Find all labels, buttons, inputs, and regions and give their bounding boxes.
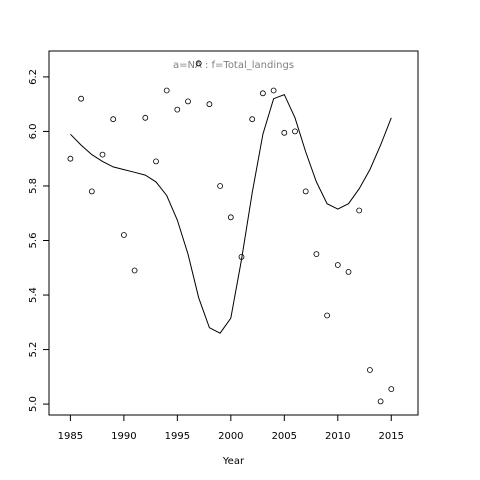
data-point (227, 214, 234, 221)
data-point (356, 207, 363, 214)
data-point (174, 106, 181, 113)
data-point (388, 386, 395, 393)
data-point (99, 151, 106, 158)
data-points (67, 60, 395, 405)
y-tick-label: 5.4 (28, 287, 39, 303)
data-point (313, 251, 320, 258)
data-point (334, 262, 341, 268)
x-tick-label: 2000 (218, 431, 243, 442)
data-point (185, 98, 191, 105)
data-point (281, 129, 288, 136)
data-point (206, 101, 213, 108)
data-point (345, 268, 352, 275)
y-tick-label: 5.6 (28, 233, 39, 249)
data-point (121, 232, 127, 238)
x-tick-label: 2005 (272, 431, 297, 442)
x-tick-label: 1990 (111, 431, 136, 442)
data-point (324, 312, 331, 319)
data-point (67, 155, 74, 162)
plot-frame (48, 50, 419, 416)
fitted-line (70, 93, 392, 334)
y-tick-label: 5.8 (28, 178, 39, 194)
data-point (366, 367, 373, 373)
data-point (78, 95, 84, 102)
data-point (131, 267, 138, 274)
data-point (88, 188, 95, 195)
x-tick-label: 1985 (58, 431, 83, 442)
data-point (302, 188, 309, 195)
data-point (195, 60, 202, 67)
y-axis: 5.0 5.2 5.4 5.6 5.8 6.0 6.2 (28, 69, 49, 412)
y-tick-label: 6.0 (28, 123, 39, 139)
data-point (292, 128, 298, 135)
x-axis: 1985 1990 1995 2000 2005 2010 2015 (58, 415, 404, 442)
x-axis-title: Year (222, 456, 245, 467)
x-tick-label: 2015 (379, 431, 404, 442)
y-tick-label: 6.2 (28, 69, 39, 85)
data-point (238, 253, 245, 260)
data-point (153, 158, 159, 165)
data-point (249, 116, 256, 123)
data-point (163, 87, 170, 94)
data-point (142, 114, 149, 121)
data-point (259, 90, 266, 97)
data-point (217, 183, 224, 189)
data-point (377, 398, 384, 405)
x-tick-label: 2010 (325, 431, 350, 442)
data-point (110, 116, 117, 123)
y-tick-label: 5.2 (28, 342, 39, 358)
y-tick-label: 5.0 (28, 396, 39, 412)
chart-title: a=NA : f=Total_landings (173, 60, 294, 71)
x-tick-label: 1995 (165, 431, 190, 442)
data-point (270, 87, 277, 94)
